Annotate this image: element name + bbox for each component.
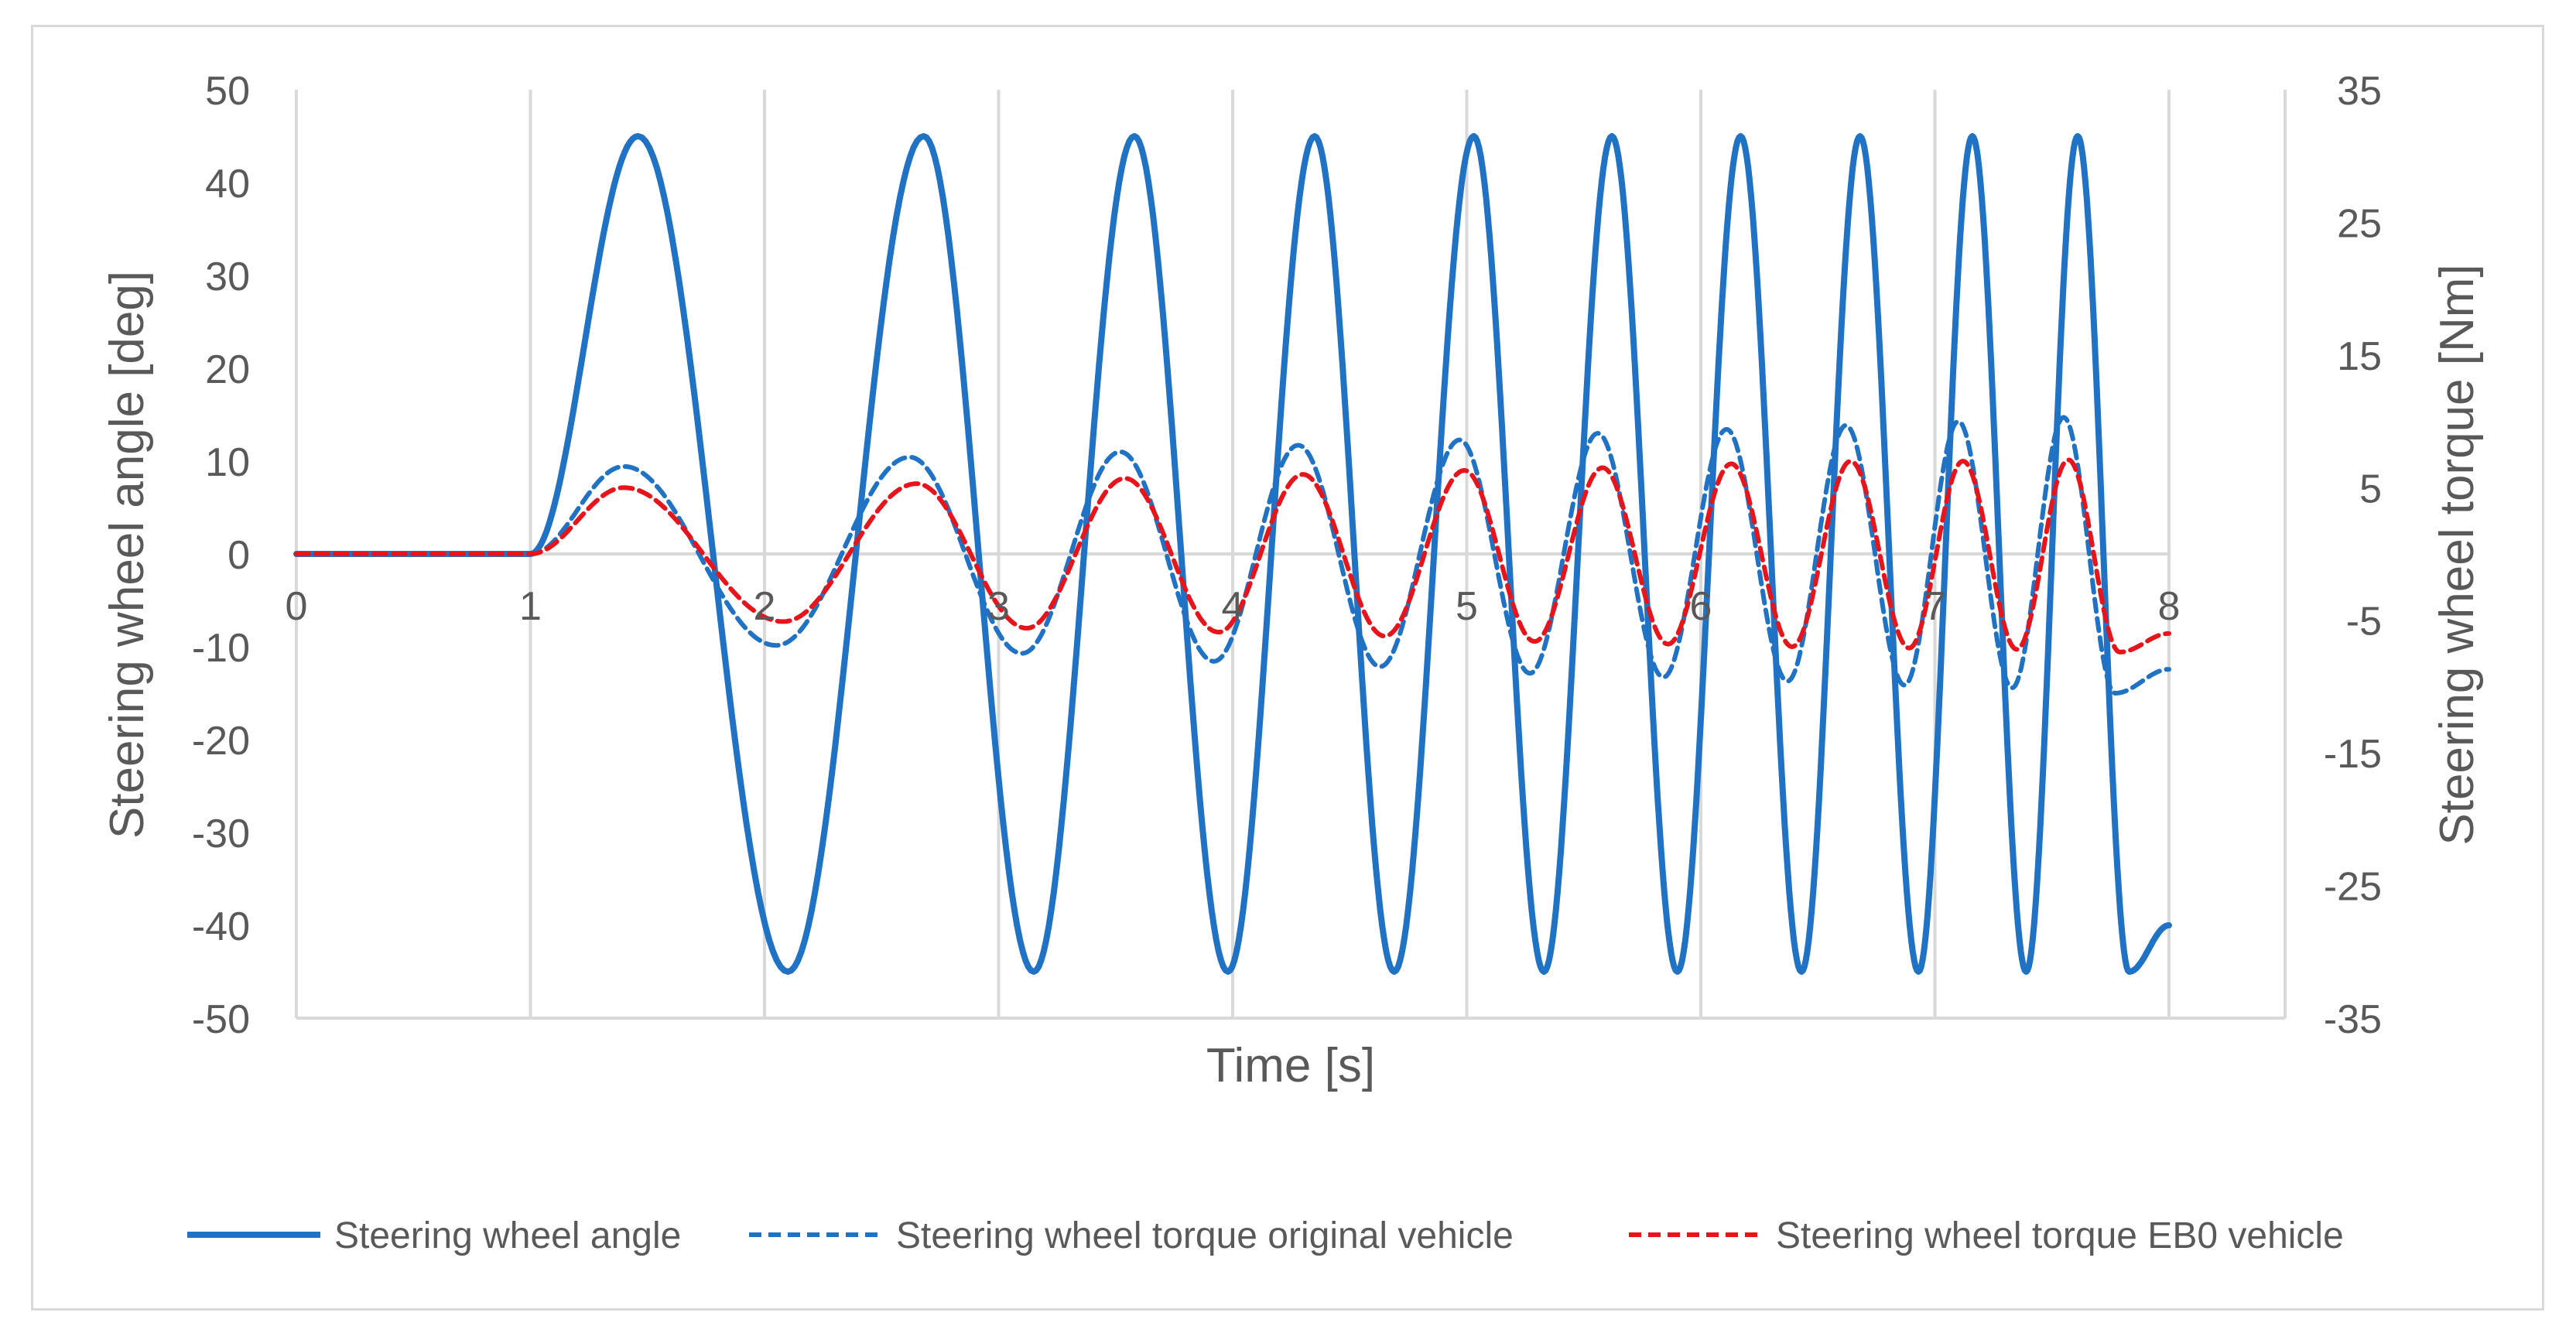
x-tick-label-8: 8 [2158, 584, 2181, 629]
x-tick-label-6: 6 [1690, 584, 1712, 629]
series-layer [293, 133, 2172, 975]
series-steering-wheel-angle [293, 133, 2172, 975]
x-tick-label-4: 4 [1222, 584, 1244, 629]
y-left-tick-label-9: -40 [192, 904, 250, 949]
legend-label-torque-original: Steering wheel torque original vehicle [896, 1215, 1514, 1256]
y-axis-left-title: Steering wheel angle [deg] [101, 271, 154, 839]
x-tick-label-5: 5 [1456, 584, 1478, 629]
y-left-tick-label-7: -20 [192, 719, 250, 764]
y-left-tick-label-10: -50 [192, 997, 250, 1042]
y-axis-right-title: Steering wheel torque [Nm] [2431, 264, 2484, 845]
y-right-tick-label-7: -35 [2324, 997, 2382, 1042]
legend: Steering wheel angle Steering wheel torq… [187, 1215, 2344, 1256]
tick-layer: 0 1 2 3 4 5 6 7 8 50 40 30 20 10 0 -10 -20 -30 -40 -50 35 25 1… [192, 69, 2382, 1042]
legend-item-torque-original: Steering wheel torque original vehicle [749, 1215, 1514, 1256]
x-tick-label-1: 1 [519, 584, 542, 629]
x-tick-label-2: 2 [754, 584, 776, 629]
y-right-tick-label-5: -15 [2324, 732, 2382, 777]
y-right-tick-label-3: 5 [2359, 467, 2382, 511]
y-left-tick-label-6: -10 [192, 626, 250, 671]
x-axis-title: Time [s] [1206, 1039, 1375, 1092]
legend-item-torque-eb0: Steering wheel torque EB0 vehicle [1629, 1215, 2344, 1256]
y-left-tick-label-4: 10 [205, 440, 250, 485]
y-left-tick-label-0: 50 [205, 69, 250, 114]
y-left-tick-label-5: 0 [227, 533, 250, 578]
y-right-tick-label-4: -5 [2346, 600, 2382, 644]
chart-frame [31, 25, 2544, 1311]
y-right-tick-label-6: -25 [2324, 865, 2382, 910]
x-tick-label-3: 3 [987, 584, 1010, 629]
x-tick-label-7: 7 [1924, 584, 1946, 629]
y-left-tick-label-1: 40 [205, 162, 250, 207]
y-left-tick-label-8: -30 [192, 812, 250, 856]
legend-label-torque-eb0: Steering wheel torque EB0 vehicle [1776, 1215, 2344, 1256]
y-right-tick-label-1: 25 [2337, 201, 2382, 246]
y-right-tick-label-0: 35 [2337, 69, 2382, 114]
legend-label-angle: Steering wheel angle [334, 1215, 681, 1256]
y-left-tick-label-2: 30 [205, 255, 250, 299]
series-torque-eb0-vehicle [294, 457, 2171, 655]
x-tick-label-0: 0 [286, 584, 308, 629]
y-left-tick-label-3: 20 [205, 347, 250, 392]
y-right-tick-label-2: 15 [2337, 334, 2382, 379]
grid-layer [295, 90, 2287, 1020]
legend-item-angle: Steering wheel angle [187, 1215, 681, 1256]
